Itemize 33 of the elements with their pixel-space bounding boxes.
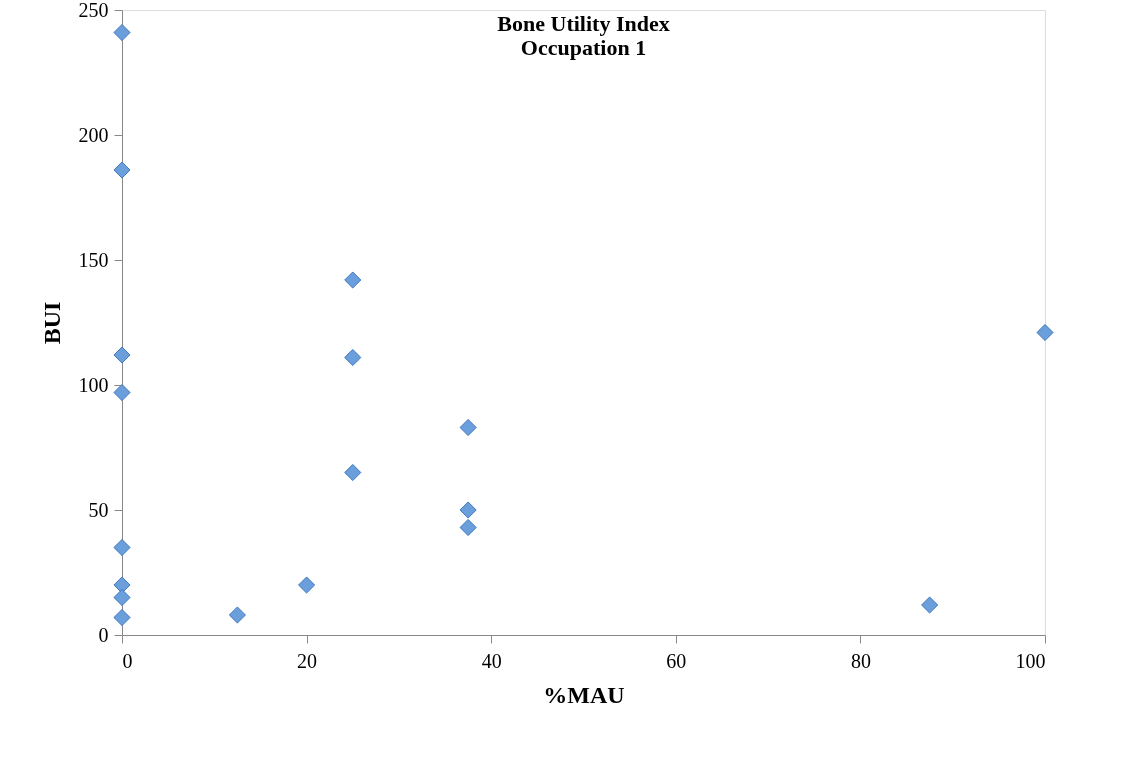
point xyxy=(113,346,131,364)
x-tick-label: 20 xyxy=(297,649,318,672)
y-tick-label: 0 xyxy=(98,623,109,646)
y-axis-title: BUI xyxy=(38,301,65,345)
point xyxy=(113,588,131,607)
point xyxy=(344,348,362,367)
point xyxy=(459,518,477,537)
point xyxy=(113,383,131,402)
point xyxy=(1036,323,1054,342)
point xyxy=(113,608,131,627)
point xyxy=(228,606,246,624)
point xyxy=(459,418,477,437)
point xyxy=(921,596,939,614)
point xyxy=(344,463,362,482)
point xyxy=(113,576,131,594)
x-tick-label: 100 xyxy=(1015,649,1046,672)
point xyxy=(344,271,362,289)
x-tick-label: 40 xyxy=(481,649,502,672)
point xyxy=(459,501,477,519)
point xyxy=(298,576,316,594)
text: Bone Utility Index Occupation 1 xyxy=(497,11,670,60)
y-tick-label: 150 xyxy=(78,248,109,271)
x-tick-label: 80 xyxy=(850,649,871,672)
y-tick-label: 100 xyxy=(78,373,109,396)
y-tick-label: 250 xyxy=(78,0,109,21)
y-tick-label: 50 xyxy=(88,498,109,521)
x-tick-label: 0 xyxy=(122,649,133,672)
x-tick-label: 60 xyxy=(666,649,687,672)
point xyxy=(113,23,131,42)
y-tick-label: 200 xyxy=(78,123,109,146)
x-axis-title: %MAU xyxy=(543,681,625,708)
point xyxy=(113,538,131,557)
point xyxy=(113,161,131,179)
